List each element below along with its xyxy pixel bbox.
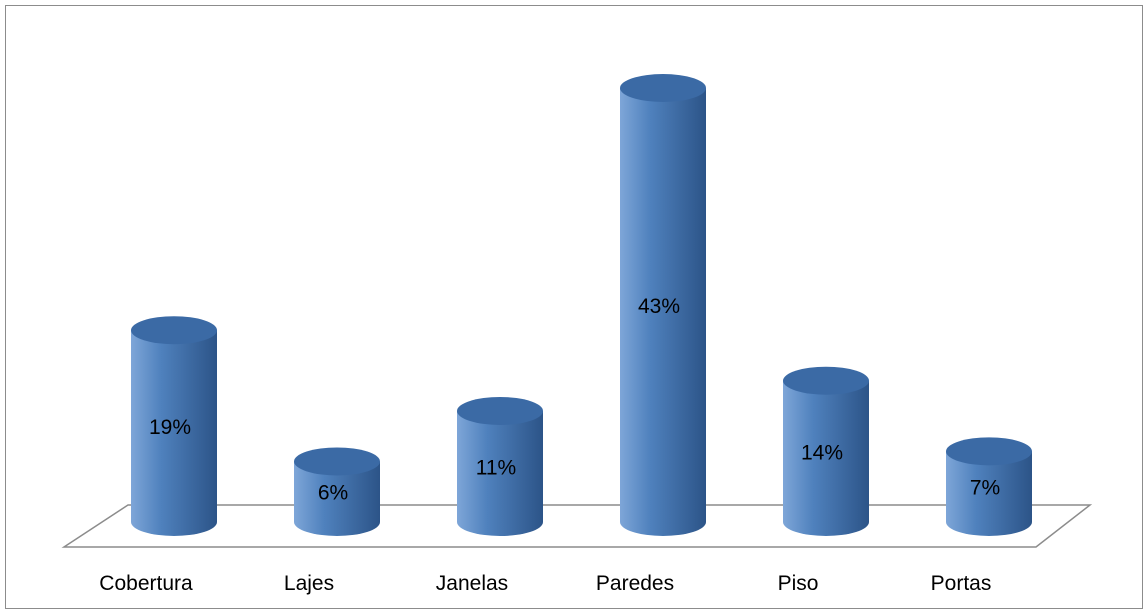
data-label: 43% <box>638 295 680 318</box>
data-label: 6% <box>318 482 348 505</box>
category-label: Cobertura <box>99 572 193 595</box>
bar-portas: 7% <box>946 437 1032 536</box>
data-label: 19% <box>149 416 191 439</box>
bar-janelas: 11% <box>457 396 543 536</box>
category-label: Lajes <box>284 572 334 595</box>
bar-body <box>946 451 1032 536</box>
bar-piso: 14% <box>783 366 869 536</box>
category-label: Piso <box>778 572 819 595</box>
bar-top <box>783 366 869 395</box>
bar-lajes: 6% <box>294 447 380 536</box>
data-label: 14% <box>801 441 843 464</box>
bar-body <box>131 330 217 536</box>
bar-top <box>294 447 380 476</box>
bar-body <box>294 461 380 536</box>
bar-paredes: 43% <box>620 74 706 536</box>
bar-top <box>457 396 543 425</box>
bar-top <box>946 437 1032 466</box>
bar-body <box>783 380 869 536</box>
category-labels: Cobertura Lajes Janelas Paredes Piso Portas <box>99 572 991 595</box>
bars-layer: 19% 6% 11% 43% 14% 7% <box>131 74 1032 536</box>
category-label: Portas <box>931 572 992 595</box>
bar-body <box>457 410 543 536</box>
bar-top <box>620 74 706 102</box>
chart-floor-plane <box>61 504 1093 548</box>
bar-cobertura: 19% <box>131 316 217 536</box>
data-label: 11% <box>476 456 516 479</box>
category-label: Janelas <box>436 572 508 595</box>
data-label: 7% <box>970 477 1000 500</box>
bar-body <box>620 88 706 536</box>
category-label: Paredes <box>596 572 674 595</box>
bar-top <box>131 316 217 345</box>
